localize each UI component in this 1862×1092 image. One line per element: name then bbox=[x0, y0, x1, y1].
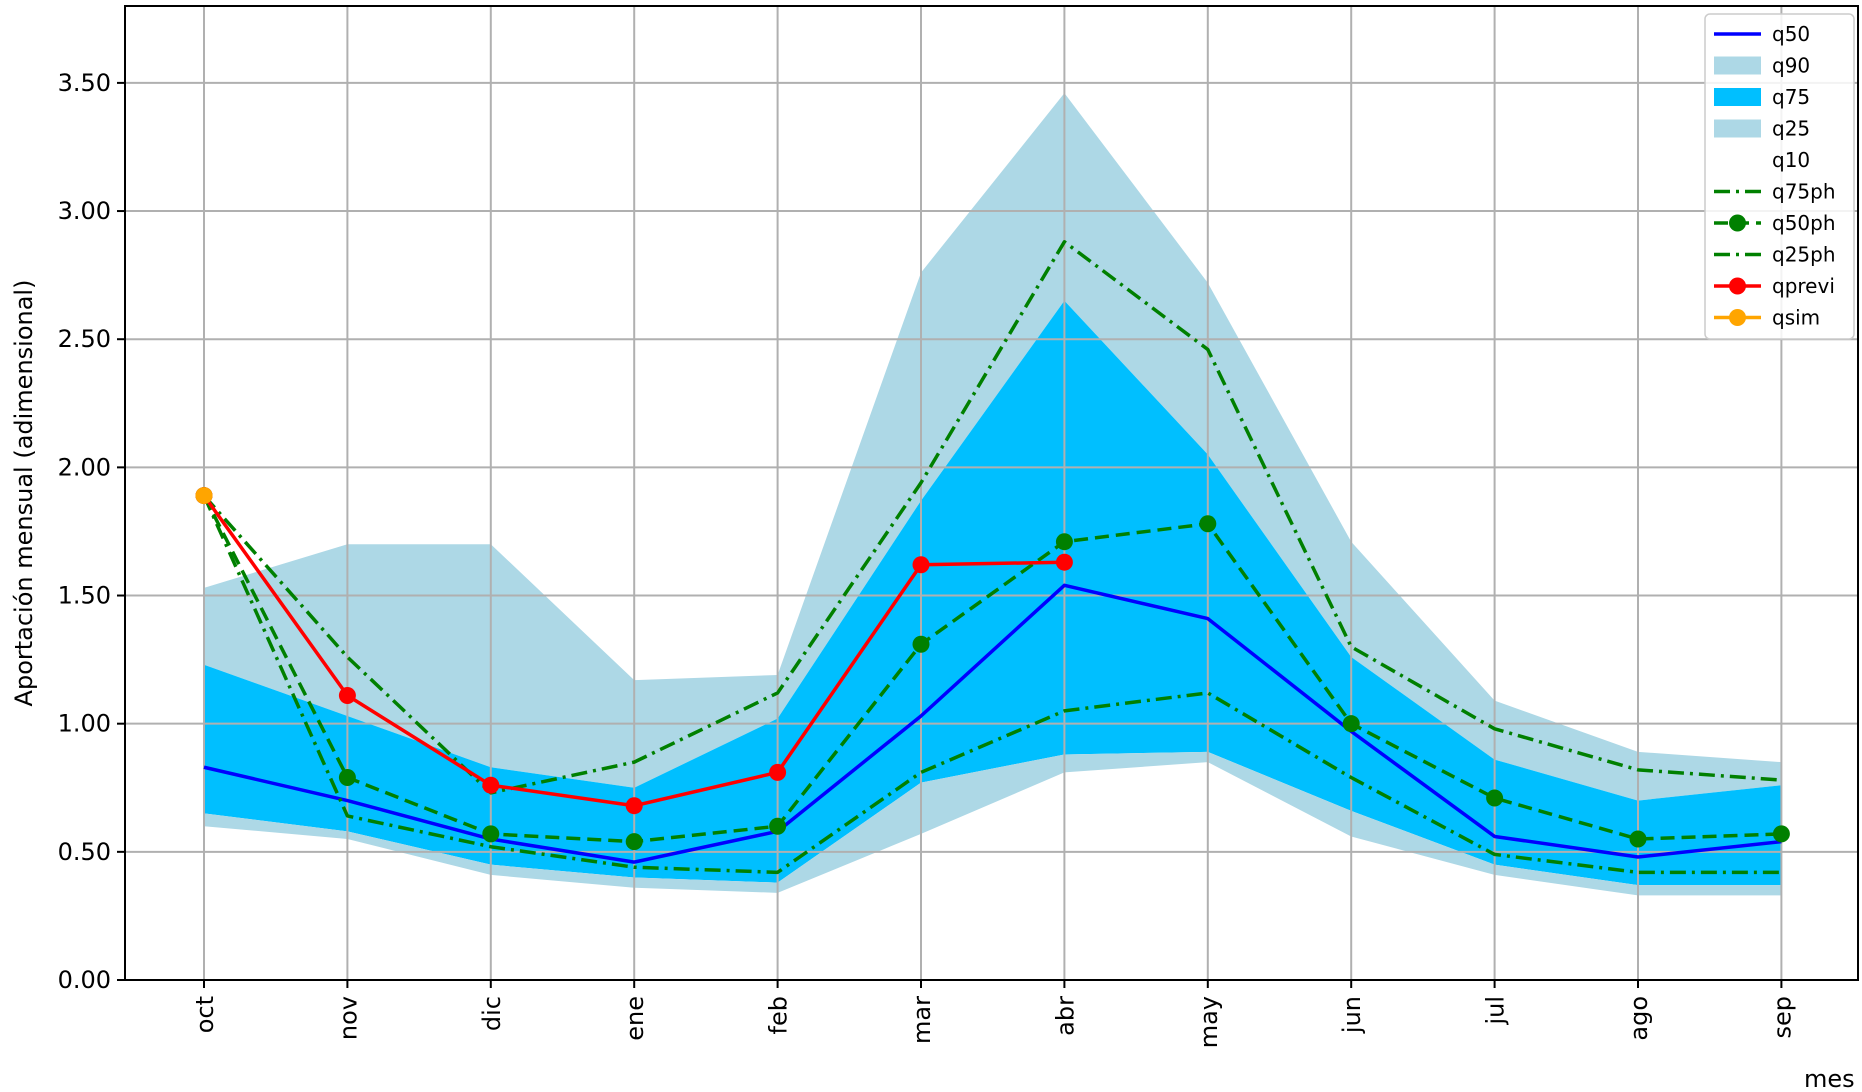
legend-marker bbox=[1729, 214, 1746, 232]
series-lines bbox=[195, 240, 1790, 875]
series-point-q50ph bbox=[1629, 830, 1647, 848]
y-tick-label: 1.50 bbox=[58, 582, 111, 610]
x-tick-label: feb bbox=[765, 996, 793, 1034]
series-point-q50ph bbox=[625, 833, 643, 851]
band-q25 bbox=[204, 751, 1782, 896]
legend-label: q75 bbox=[1772, 85, 1810, 109]
grid-lines bbox=[125, 6, 1858, 981]
plot-frame bbox=[124, 5, 1859, 981]
legend-swatch bbox=[1714, 119, 1761, 138]
legend-swatch bbox=[1714, 88, 1761, 106]
series-line-q50ph bbox=[202, 494, 1782, 844]
legend-label: q10 bbox=[1772, 148, 1810, 172]
legend-label: qprevi bbox=[1772, 274, 1835, 298]
y-tick-label: 0.00 bbox=[58, 966, 111, 994]
legend-item-q90: q90 bbox=[1714, 54, 1810, 78]
series-line-q25ph bbox=[202, 494, 1782, 875]
legend-label: q90 bbox=[1772, 54, 1810, 78]
legend-item-q10: q10 bbox=[1714, 148, 1810, 172]
y-tick-label: 2.50 bbox=[58, 325, 111, 353]
x-tick-label: mar bbox=[908, 996, 936, 1044]
series-point-qprevi bbox=[912, 556, 930, 574]
x-tick-label: oct bbox=[191, 996, 219, 1033]
series-point-q50ph bbox=[1772, 825, 1790, 843]
legend-marker bbox=[1729, 277, 1746, 295]
x-axis-label: mes bbox=[1804, 1065, 1855, 1092]
series-point-qprevi bbox=[1055, 553, 1073, 571]
series-line-q50 bbox=[203, 583, 1782, 864]
legend-item-q50ph: q50ph bbox=[1714, 211, 1836, 235]
series-point-q50ph bbox=[912, 635, 930, 653]
legend-item-qsim: qsim bbox=[1714, 306, 1820, 330]
axes: 0.00 0.50 1.00 1.50 2.00 2.50 3.00 3.50 oct nov di… bbox=[58, 69, 1797, 1048]
x-tick-label: dic bbox=[478, 996, 506, 1031]
series-point-q50ph bbox=[769, 817, 787, 835]
legend-item-q25: q25 bbox=[1714, 117, 1810, 141]
band-q90 bbox=[204, 93, 1782, 801]
y-axis-label: Aportación mensual (adimensional) bbox=[10, 280, 38, 707]
legend-label: q25ph bbox=[1772, 243, 1836, 267]
legend-swatch bbox=[1714, 56, 1761, 75]
series-point-qprevi bbox=[338, 686, 356, 704]
legend-marker bbox=[1729, 309, 1746, 326]
y-tick-label: 3.50 bbox=[58, 69, 111, 97]
x-tick-label: nov bbox=[334, 996, 362, 1040]
x-tick-label: jul bbox=[1482, 996, 1510, 1026]
x-tick-label: may bbox=[1195, 996, 1223, 1048]
legend-item-q75ph: q75ph bbox=[1714, 180, 1836, 204]
series-point-q50ph bbox=[338, 769, 356, 787]
x-tick-label: ene bbox=[621, 996, 649, 1041]
legend-label: q25 bbox=[1772, 117, 1810, 141]
y-tick-label: 3.00 bbox=[58, 197, 111, 225]
x-tick-label: jun bbox=[1338, 996, 1366, 1034]
legend-label: q50 bbox=[1772, 22, 1810, 46]
y-tick-label: 2.00 bbox=[58, 453, 111, 481]
series-point-qprevi bbox=[769, 763, 787, 781]
legend-label: qsim bbox=[1772, 306, 1820, 330]
legend: q50 q90 q75 q25 q10 q75ph q50ph q25ph qprevi qsim bbox=[1704, 13, 1855, 340]
series-point-q50ph bbox=[1199, 515, 1217, 533]
legend-label: q75ph bbox=[1772, 180, 1836, 204]
y-tick-label: 0.50 bbox=[58, 838, 111, 866]
legend-item-qprevi: qprevi bbox=[1714, 274, 1835, 298]
series-point-q50ph bbox=[1486, 789, 1504, 807]
y-tick-label: 1.00 bbox=[58, 710, 111, 738]
series-point-qsim bbox=[195, 487, 213, 505]
series-point-q50ph bbox=[1055, 533, 1073, 551]
series-point-qprevi bbox=[482, 776, 500, 794]
legend-item-q50: q50 bbox=[1714, 22, 1810, 46]
legend-label: q50ph bbox=[1772, 211, 1836, 235]
x-tick-label: abr bbox=[1051, 996, 1079, 1036]
legend-item-q25ph: q25ph bbox=[1714, 243, 1836, 267]
series-point-qprevi bbox=[625, 797, 643, 815]
x-tick-label: sep bbox=[1768, 996, 1796, 1039]
series-point-q50ph bbox=[482, 825, 500, 843]
legend-item-q75: q75 bbox=[1714, 85, 1810, 109]
x-tick-label: ago bbox=[1625, 996, 1653, 1041]
legend-swatch bbox=[1714, 151, 1761, 169]
series-point-q50ph bbox=[1342, 715, 1360, 733]
